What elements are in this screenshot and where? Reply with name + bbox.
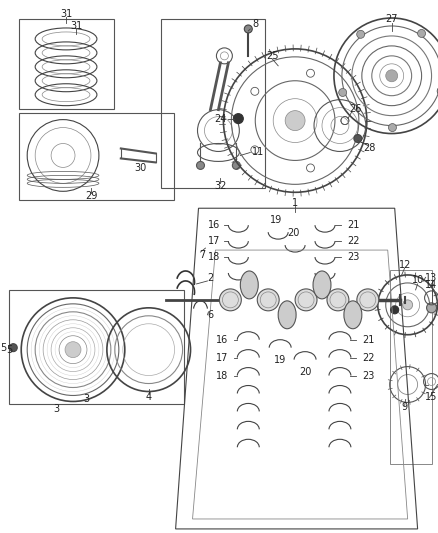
Bar (9, 290, 184, 405)
Ellipse shape (295, 289, 317, 311)
Text: 11: 11 (252, 148, 265, 157)
Text: 24: 24 (214, 114, 226, 124)
Circle shape (437, 87, 438, 95)
Circle shape (354, 134, 362, 142)
Circle shape (437, 87, 438, 95)
Text: 18: 18 (216, 370, 228, 381)
Text: 21: 21 (347, 220, 359, 230)
Circle shape (386, 70, 398, 82)
Text: 20: 20 (299, 367, 311, 377)
Circle shape (427, 303, 437, 313)
Circle shape (417, 29, 426, 37)
Bar (161, 19, 265, 188)
Text: 22: 22 (362, 353, 374, 362)
Text: 23: 23 (347, 252, 359, 262)
Text: 27: 27 (385, 14, 398, 24)
Ellipse shape (344, 301, 362, 329)
Ellipse shape (219, 289, 241, 311)
Ellipse shape (313, 271, 331, 299)
Text: 8: 8 (252, 19, 258, 29)
Text: 19: 19 (274, 354, 286, 365)
Text: 4: 4 (146, 392, 152, 402)
Ellipse shape (278, 301, 296, 329)
Text: 19: 19 (270, 215, 283, 225)
Text: 14: 14 (425, 280, 438, 290)
Text: 22: 22 (347, 236, 360, 246)
Circle shape (391, 306, 399, 314)
Bar (19, 112, 173, 200)
Text: 29: 29 (85, 191, 97, 201)
Text: 23: 23 (362, 370, 374, 381)
Text: 18: 18 (208, 252, 220, 262)
Text: 5: 5 (6, 345, 13, 354)
Circle shape (403, 300, 413, 310)
Bar (19, 19, 114, 109)
Ellipse shape (327, 289, 349, 311)
Text: 6: 6 (207, 310, 213, 320)
Text: 3: 3 (83, 394, 89, 405)
Text: 9: 9 (402, 402, 408, 413)
Text: 3: 3 (53, 405, 59, 415)
Text: 13: 13 (425, 273, 438, 283)
Text: 28: 28 (364, 143, 376, 154)
Text: 17: 17 (208, 236, 220, 246)
Circle shape (389, 124, 396, 132)
Text: 31: 31 (60, 9, 72, 19)
Circle shape (285, 111, 305, 131)
Text: 2: 2 (207, 273, 214, 283)
Text: 31: 31 (70, 21, 82, 31)
Text: 17: 17 (216, 353, 228, 362)
Text: 12: 12 (399, 260, 411, 270)
Circle shape (244, 25, 252, 33)
Text: 16: 16 (216, 335, 228, 345)
Text: 15: 15 (425, 392, 438, 402)
Ellipse shape (240, 271, 258, 299)
Text: 32: 32 (214, 181, 226, 191)
Text: 1: 1 (292, 198, 298, 208)
Text: 20: 20 (287, 228, 299, 238)
Text: 26: 26 (350, 103, 362, 114)
Text: 10: 10 (411, 275, 424, 285)
Circle shape (233, 161, 240, 169)
Text: 16: 16 (208, 220, 220, 230)
Circle shape (233, 114, 244, 124)
Circle shape (339, 88, 346, 96)
Circle shape (9, 344, 17, 352)
Ellipse shape (357, 289, 379, 311)
Circle shape (65, 342, 81, 358)
Text: 21: 21 (362, 335, 374, 345)
Text: 5: 5 (0, 343, 6, 353)
Text: 30: 30 (134, 164, 147, 173)
Bar (390, 270, 431, 464)
Circle shape (357, 30, 365, 38)
Text: 25: 25 (266, 51, 279, 61)
Circle shape (197, 161, 205, 169)
Text: 7: 7 (199, 250, 205, 260)
Ellipse shape (257, 289, 279, 311)
